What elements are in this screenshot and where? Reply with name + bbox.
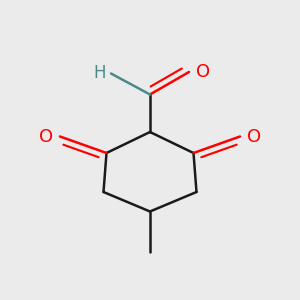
Text: O: O <box>39 128 53 146</box>
Text: O: O <box>247 128 261 146</box>
Text: H: H <box>93 64 106 82</box>
Text: O: O <box>196 63 210 81</box>
